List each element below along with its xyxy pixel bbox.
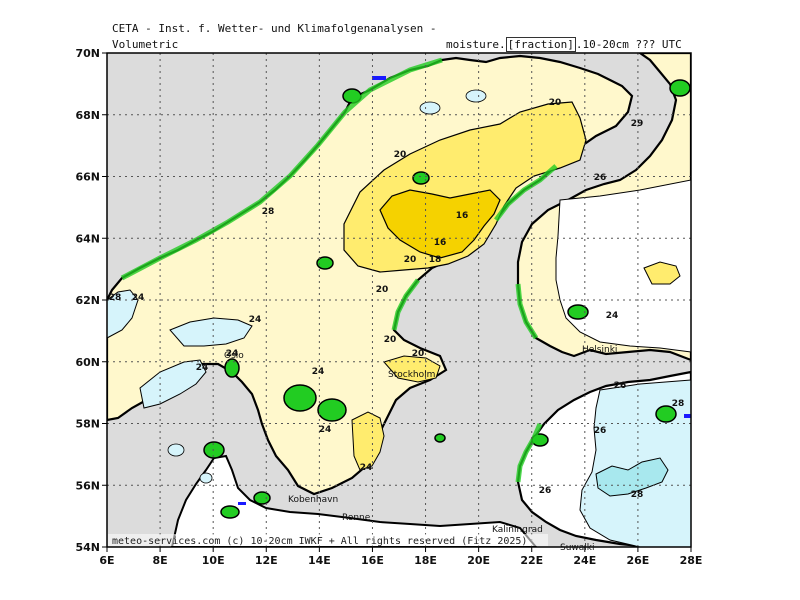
lon-tick-label: 6E [99,554,114,567]
lat-tick-label: 70N [75,47,100,60]
place-label: Suwalki [560,543,595,553]
lat-tick-label: 58N [75,418,100,431]
lon-tick-label: 22E [520,554,543,567]
contour-label: 24 [196,363,209,373]
lake-accents [238,76,691,505]
contour-label: 26 [614,381,627,391]
small-lakes [167,89,487,484]
contour-label: 20 [394,150,407,160]
contour-labels: 20 29 20 16 16 18 20 24 24 20 24 24 24 20 26 24 24 26 26 28… [109,98,685,500]
lon-tick-label: 12E [255,554,278,567]
dry-zone-stockholm [383,355,441,383]
contour-label: 24 [249,315,262,325]
lon-tick-label: 14E [308,554,331,567]
wet-zone-norway-west [107,289,139,339]
place-labels: Oslo Stockholm Helsinki Kobenhavn Ronne Kalin… [224,345,617,553]
contour-label: 20 [412,349,425,359]
contour-label: 28 [262,207,275,217]
place-label: Kobenhavn [288,495,338,505]
parameter-label: moisture. [fraction] .10-20cm ??? UTC [446,37,682,52]
lat-tick-label: 62N [75,294,100,307]
dry-zone-finland [643,261,681,285]
contour-label: 26 [594,426,607,436]
contour-label: 16 [434,238,447,248]
lat-tick-label: 68N [75,109,100,122]
map-title: CETA - Inst. f. Wetter- und Klimafolgena… [112,22,437,35]
lat-tick-label: 56N [75,479,100,492]
contour-label: 24 [132,293,145,303]
lon-tick-label: 24E [573,554,596,567]
place-label: Oslo [224,351,244,361]
contour-label: 29 [631,119,644,129]
lon-tick-label: 8E [153,554,168,567]
lat-tick-label: 66N [75,171,100,184]
contour-label: 26 [594,173,607,183]
lat-tick-label: 54N [75,541,100,554]
contour-label: 18 [429,255,442,265]
parameter-suffix: .10-20cm ??? UTC [575,38,682,51]
lon-tick-label: 26E [626,554,649,567]
lat-tick-label: 64N [75,232,100,245]
contour-label: 24 [226,349,239,359]
contour-label: 24 [312,367,325,377]
place-label: Ronne [342,513,371,523]
lon-tick-label: 20E [467,554,490,567]
place-label: Stockholm [388,370,435,380]
contour-label: 20 [549,98,562,108]
contour-label: 24 [606,311,619,321]
wet-zone-norway-south [139,359,207,409]
map-field [107,53,691,547]
coastal-saturation [120,57,558,483]
contour-label: 20 [384,335,397,345]
contour-label: 20 [404,255,417,265]
lon-tick-label: 10E [202,554,225,567]
map-grid [107,53,691,547]
lon-tick-label: 16E [361,554,384,567]
contour-label: 28 [631,490,644,500]
contour-label: 28 [672,399,685,409]
contour-label: 16 [456,211,469,221]
wet-zone-east [555,179,691,353]
wet-zone-norway-central [169,317,253,347]
lon-tick-label: 28E [680,554,703,567]
place-label: Helsinki [582,345,617,355]
contour-label: 26 [539,486,552,496]
lon-tick-label: 18E [414,554,437,567]
footer-background [108,534,548,546]
lat-tick-label: 60N [75,356,100,369]
contour-label: 24 [319,425,332,435]
contour-label: 20 [376,285,389,295]
parameter-prefix: moisture. [446,38,506,51]
variable-type-label: Volumetric [112,38,179,51]
very-wet-zone [595,457,669,497]
contour-label: 24 [360,463,373,473]
contour-label: 28 [109,293,122,303]
place-label: Kaliningrad [492,525,543,535]
driest-zone-sweden [379,189,501,259]
parameter-unit: [fraction] [505,37,576,52]
copyright-footer: meteo-services.com (c) 10-20cm IWKF + Al… [112,536,527,547]
